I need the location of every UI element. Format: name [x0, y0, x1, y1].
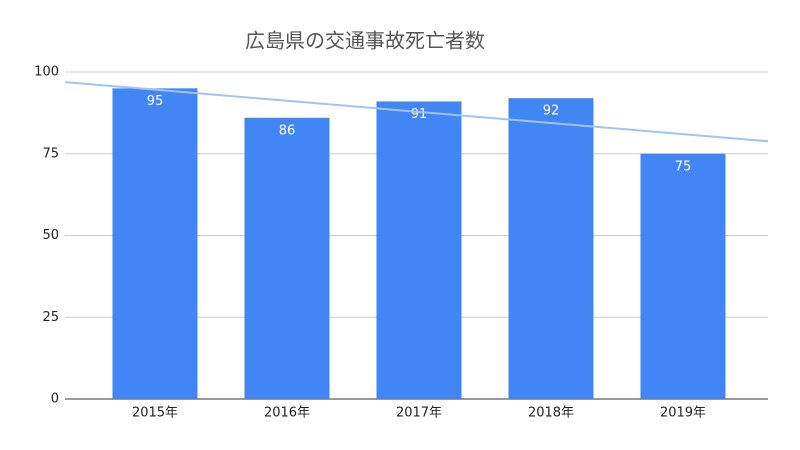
x-tick-label: 2019年 [660, 406, 706, 421]
y-tick-label: 50 [42, 228, 59, 243]
x-tick-label: 2015年 [132, 406, 178, 421]
value-label: 75 [675, 159, 692, 174]
bar [640, 153, 726, 399]
x-tick-label: 2016年 [264, 406, 310, 421]
value-label: 92 [543, 104, 560, 119]
x-tick-label: 2018年 [528, 406, 574, 421]
bar [376, 101, 462, 400]
value-label: 95 [147, 94, 164, 109]
bar [112, 88, 198, 399]
bar [508, 98, 594, 399]
value-label: 91 [411, 107, 428, 122]
chart-title: 広島県の交通事故死亡者数 [245, 29, 485, 53]
y-tick-label: 25 [42, 310, 59, 325]
trendline [64, 81, 769, 143]
bar [244, 117, 330, 399]
x-tick-label: 2017年 [396, 406, 442, 421]
y-tick-label: 75 [42, 146, 59, 161]
y-tick-label: 100 [34, 65, 59, 80]
y-tick-label: 0 [51, 392, 59, 407]
value-label: 86 [279, 123, 296, 138]
